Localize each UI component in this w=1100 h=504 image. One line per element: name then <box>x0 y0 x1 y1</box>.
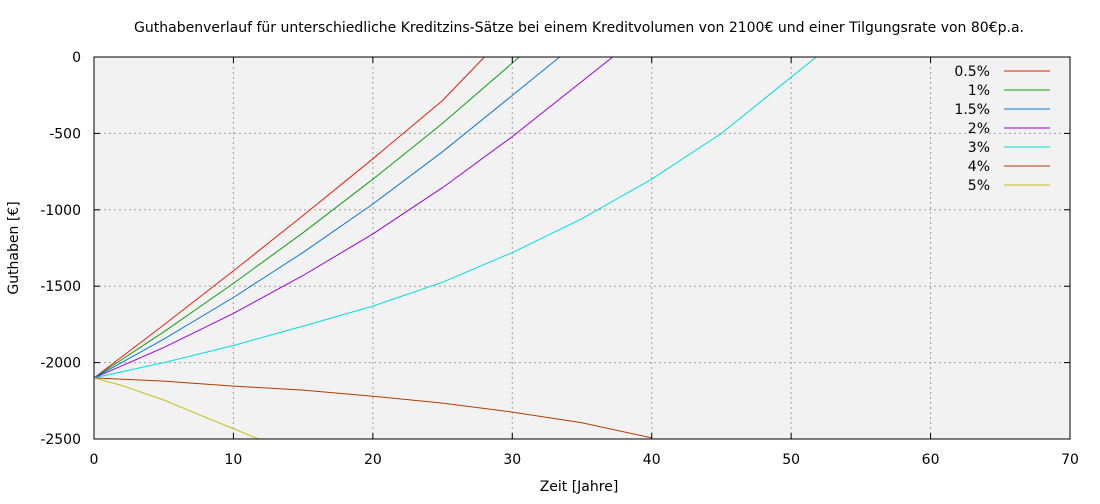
series-layer <box>93 56 817 440</box>
legend-label-3: 2% <box>968 121 990 137</box>
legend-label-2: 1.5% <box>954 102 990 118</box>
x-tick-label: 10 <box>225 452 243 468</box>
x-axis-label: Zeit [Jahre] <box>540 479 619 495</box>
y-tick-label: -1500 <box>40 279 81 295</box>
y-tick-label: -2500 <box>40 432 81 448</box>
series-line-0 <box>93 56 485 379</box>
x-axis-ticks: 0 10 20 30 40 50 60 70 <box>90 57 1079 468</box>
plot-area <box>94 57 1070 439</box>
series-line-6 <box>93 377 259 440</box>
x-tick-label: 0 <box>90 452 99 468</box>
x-tick-label: 60 <box>922 452 940 468</box>
legend: 0.5% 1% 1.5% 2% 3% 4% 5% <box>954 64 1050 194</box>
plot-frame <box>93 56 1071 440</box>
legend-label-5: 4% <box>968 159 990 175</box>
legend-label-0: 0.5% <box>954 64 990 80</box>
series-line-4 <box>93 56 817 379</box>
legend-label-6: 5% <box>968 178 990 194</box>
y-axis-ticks: 0 -500 -1000 -1500 -2000 -2500 <box>40 50 1070 448</box>
y-tick-label: -500 <box>49 126 81 142</box>
series-line-3 <box>93 56 614 379</box>
x-tick-label: 20 <box>364 452 382 468</box>
series-line-5 <box>93 377 652 439</box>
x-tick-label: 40 <box>643 452 661 468</box>
legend-label-4: 3% <box>968 140 990 156</box>
legend-label-1: 1% <box>968 83 990 99</box>
series-line-2 <box>93 56 561 379</box>
y-tick-label: -1000 <box>40 203 81 219</box>
y-tick-label: 0 <box>72 50 81 66</box>
y-axis-label: Guthaben [€] <box>6 201 22 294</box>
x-tick-label: 30 <box>503 452 521 468</box>
y-tick-label: -2000 <box>40 356 81 372</box>
x-tick-label: 50 <box>782 452 800 468</box>
series-line-1 <box>93 56 520 379</box>
x-tick-label: 70 <box>1061 452 1079 468</box>
chart-title: Guthabenverlauf für unterschiedliche Kre… <box>134 20 1024 36</box>
grid-lines <box>94 57 1070 439</box>
